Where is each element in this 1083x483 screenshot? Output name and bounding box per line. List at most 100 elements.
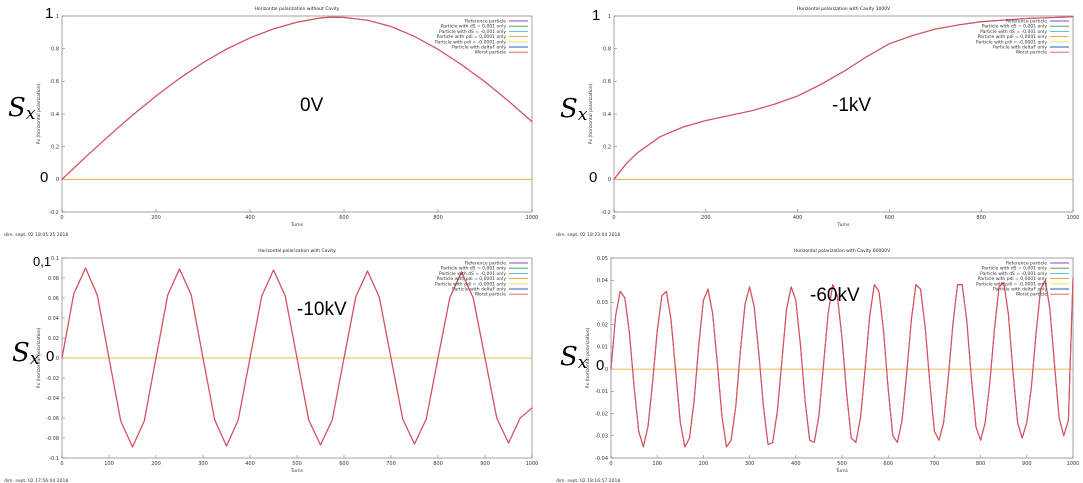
legend-label: Worst particle — [475, 292, 507, 298]
x-tick-label: 0 — [612, 215, 615, 221]
chart-timestamp: dim. sept. 02 18:23:04 2018 — [556, 232, 620, 238]
y-tick-label: -0.2 — [601, 210, 611, 216]
legend-label: Particle with dS = 0,001 only — [982, 24, 1048, 30]
y-tick-label: -0.06 — [46, 416, 59, 422]
chart-title: Horizontal polarization with Cavity — [258, 248, 336, 254]
y-tick-label: -0.03 — [595, 434, 608, 440]
x-tick-label: 200 — [151, 461, 161, 467]
x-axis-label: Turns — [837, 222, 851, 228]
y-tick-label: 0.2 — [603, 144, 611, 150]
y-tick-label: -0.04 — [46, 396, 59, 402]
x-tick-label: 1000 — [1067, 215, 1080, 221]
x-tick-label: 0 — [60, 461, 63, 467]
legend-label: Particle with pdi = 0,0001 only — [437, 34, 507, 40]
x-tick-label: 200 — [701, 215, 711, 221]
y-tick-label: 0.4 — [603, 112, 611, 118]
y-axis-label: Px (horizontal polarization) — [588, 83, 594, 144]
series-line-worst-particle — [61, 16, 533, 180]
y-tick-label: 0.03 — [597, 300, 608, 306]
y-tick-label: 0 — [56, 356, 59, 362]
chart-panel-60kv: Horizontal polarization with Cavity 6000… — [552, 242, 1083, 483]
x-tick-label: 500 — [292, 461, 302, 467]
x-tick-label: 600 — [339, 215, 349, 221]
x-axis-label: Turns — [290, 222, 304, 228]
chart-10kv: Horizontal polarization with Cavity 0 100 2… — [4, 248, 539, 483]
x-tick-label: 200 — [151, 215, 161, 221]
legend-label: Particle with pdi = -0,0001 only — [976, 281, 1047, 287]
y-tick-label: 0.6 — [51, 79, 59, 85]
panel3-sx-main: S — [12, 338, 30, 368]
panel1-one-label: 1 — [45, 5, 54, 22]
chart-0v: Horizontal polarization without Cavity 0 2… — [4, 6, 539, 238]
panel4-sx-sub: x — [577, 353, 588, 374]
x-tick-label: 600 — [885, 215, 895, 221]
x-tick-label: 500 — [837, 461, 847, 467]
x-tick-label: 800 — [433, 215, 443, 221]
legend-label: Particle with deltaF only — [452, 287, 506, 293]
y-tick-label: 0.8 — [51, 46, 59, 52]
x-tick-label: 0 — [60, 215, 63, 221]
y-tick-label: -0.04 — [595, 456, 608, 462]
x-axis-label: Turns — [835, 468, 849, 474]
series-line-worst-particle — [610, 277, 1074, 448]
chart-timestamp: dim. sept. 02 18:05:25 2018 — [4, 232, 68, 238]
panel4-zero-label: 0 — [596, 357, 605, 374]
y-tick-label: 0.01 — [597, 345, 608, 351]
panel3-sx-label: Sx — [12, 340, 39, 368]
chart-title: Horizontal polarization with Cavity 1000… — [797, 6, 891, 12]
panel1-sx-sub: x — [25, 104, 36, 125]
legend-label: Particle with dS = 0,001 only — [982, 266, 1048, 272]
panel4-sx-label: Sx — [560, 344, 587, 372]
x-tick-label: 400 — [245, 461, 255, 467]
panel3-zero-label: 0 — [46, 348, 55, 365]
legend-label: Particle with pdi = -0,0001 only — [976, 39, 1047, 45]
panel4-sx-main: S — [560, 342, 578, 372]
x-tick-label: 200 — [699, 461, 709, 467]
legend-label: Worst particle — [475, 50, 507, 56]
chart-timestamp: dim. sept. 02 17:56:04 2018 — [4, 478, 68, 483]
legend-label: Reference particle — [465, 261, 506, 267]
x-tick-label: 1000 — [526, 215, 539, 221]
x-tick-label: 100 — [652, 461, 662, 467]
y-axis-label: Px (horizontal polarization) — [585, 327, 591, 388]
y-tick-label: 0.02 — [48, 336, 59, 342]
panel3-voltage-label: -10kV — [297, 299, 347, 320]
x-tick-label: 700 — [930, 461, 940, 467]
legend-label: Particle with pdi = -0,0001 only — [435, 39, 506, 45]
y-tick-label: 0.08 — [48, 276, 59, 282]
x-tick-label: 600 — [339, 461, 349, 467]
panel2-sx-main: S — [560, 94, 578, 124]
x-tick-label: 800 — [976, 215, 986, 221]
legend-label: Particle with dS = 0,001 only — [441, 266, 507, 272]
y-tick-label: 0.6 — [603, 79, 611, 85]
y-tick-label: 0.02 — [597, 322, 608, 328]
legend-label: Particle with dS = 0,001 only — [441, 24, 507, 30]
y-tick-label: 1 — [608, 14, 611, 20]
y-axis-label: Px (horizontal polarization) — [36, 327, 42, 388]
legend-label: Particle with pdi = 0,0001 only — [978, 276, 1048, 282]
x-tick-label: 1000 — [526, 461, 539, 467]
x-axis-label: Turns — [290, 468, 304, 474]
legend-label: Reference particle — [465, 19, 506, 25]
x-tick-label: 400 — [245, 215, 255, 221]
chart-title: Horizontal polarization with Cavity 6000… — [794, 248, 891, 254]
panel2-one-label: 1 — [592, 7, 601, 24]
chart-panel-10kv: Horizontal polarization with Cavity 0 100 2… — [0, 242, 545, 483]
panel2-sx-sub: x — [577, 105, 588, 126]
y-tick-label: 0.05 — [597, 256, 608, 262]
y-tick-label: 0.06 — [48, 296, 59, 302]
y-tick-label: 0 — [605, 367, 608, 373]
y-axis-label: Px (horizontal polarization) — [36, 83, 42, 144]
y-tick-label: 0.2 — [51, 144, 59, 150]
series-line-worst-particle — [61, 267, 533, 448]
series-line-worst-particle — [613, 16, 1074, 180]
x-tick-label: 100 — [104, 461, 114, 467]
x-tick-label: 400 — [793, 215, 803, 221]
chart-1kv: Horizontal polarization with Cavity 1000… — [556, 6, 1080, 238]
y-tick-label: 0.1 — [51, 256, 59, 262]
chart-timestamp: dim. sept. 02 18:16:57 2018 — [556, 478, 620, 483]
panel3-top-label: 0,1 — [33, 254, 52, 269]
x-tick-label: 700 — [386, 461, 396, 467]
panel1-voltage-label: 0V — [300, 95, 324, 116]
panel4-voltage-label: -60kV — [810, 285, 860, 306]
